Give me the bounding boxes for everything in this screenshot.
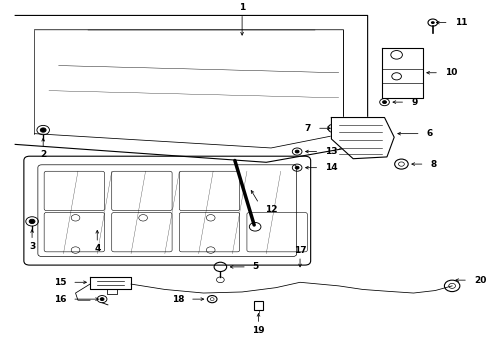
Text: 20: 20 xyxy=(473,276,485,285)
Text: 18: 18 xyxy=(171,294,184,303)
Polygon shape xyxy=(331,117,393,159)
Text: 10: 10 xyxy=(444,68,456,77)
Circle shape xyxy=(100,298,104,301)
Text: 14: 14 xyxy=(325,163,337,172)
Text: 12: 12 xyxy=(264,205,277,214)
Text: 7: 7 xyxy=(304,124,310,133)
Text: 8: 8 xyxy=(429,159,436,168)
Circle shape xyxy=(382,101,386,104)
Circle shape xyxy=(40,128,46,132)
Text: 6: 6 xyxy=(426,129,432,138)
Text: 4: 4 xyxy=(94,244,100,253)
Circle shape xyxy=(430,21,434,24)
Circle shape xyxy=(295,166,299,169)
Text: 13: 13 xyxy=(325,147,337,156)
Text: 17: 17 xyxy=(293,246,305,255)
Text: 3: 3 xyxy=(29,242,35,251)
Text: 9: 9 xyxy=(410,98,417,107)
Circle shape xyxy=(29,219,35,224)
Text: 1: 1 xyxy=(239,3,244,12)
Text: 5: 5 xyxy=(252,262,259,271)
Text: 15: 15 xyxy=(54,278,66,287)
Text: 16: 16 xyxy=(54,294,66,303)
Bar xyxy=(253,301,263,310)
Circle shape xyxy=(295,150,299,153)
Text: 19: 19 xyxy=(252,326,264,335)
Text: 2: 2 xyxy=(40,150,46,159)
Text: 11: 11 xyxy=(454,18,466,27)
Circle shape xyxy=(331,126,336,130)
